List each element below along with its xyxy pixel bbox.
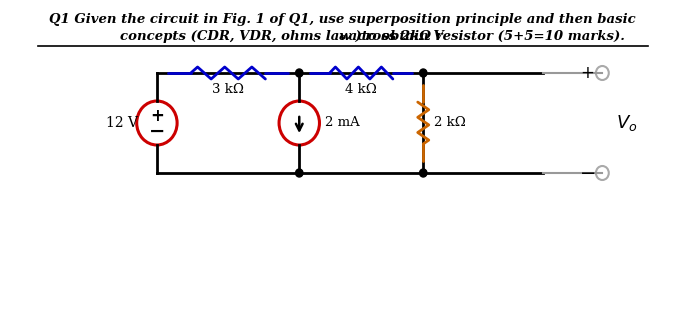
Text: $V_o$: $V_o$ [616,113,638,133]
Text: −: − [580,163,596,183]
Text: 12 V: 12 V [106,116,138,130]
Text: across 2kΩ resistor (5+5=10 marks).: across 2kΩ resistor (5+5=10 marks). [345,30,625,43]
Text: 2 mA: 2 mA [325,116,360,129]
Circle shape [420,69,427,77]
Circle shape [596,166,609,180]
Text: +: + [581,64,595,82]
Text: o: o [339,33,346,42]
Text: 4 kΩ: 4 kΩ [345,83,377,96]
Text: 3 kΩ: 3 kΩ [212,83,244,96]
Text: 2 kΩ: 2 kΩ [434,116,466,129]
Text: concepts (CDR, VDR, ohms law )to obtain V: concepts (CDR, VDR, ohms law )to obtain … [120,30,444,43]
Circle shape [596,66,609,80]
Circle shape [420,169,427,177]
Circle shape [296,69,303,77]
Text: Q1 Given the circuit in Fig. 1 of Q1, use superposition principle and then basic: Q1 Given the circuit in Fig. 1 of Q1, us… [49,13,636,26]
Text: −: − [149,122,165,140]
Text: +: + [150,107,164,125]
Circle shape [296,169,303,177]
